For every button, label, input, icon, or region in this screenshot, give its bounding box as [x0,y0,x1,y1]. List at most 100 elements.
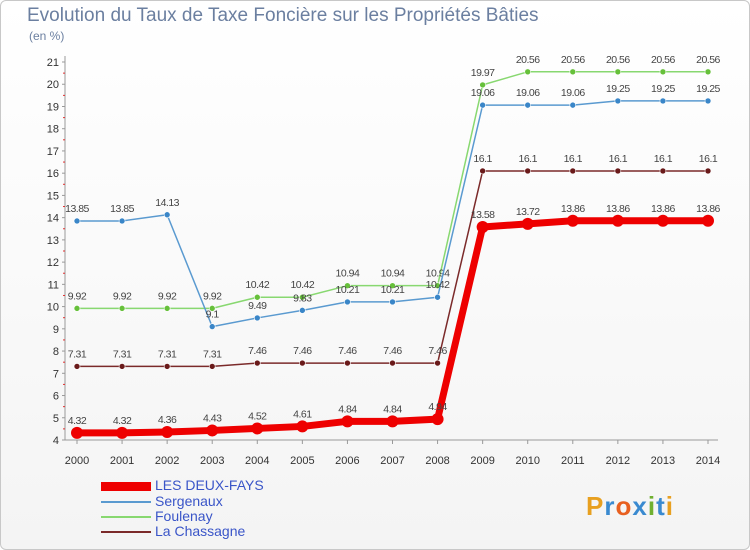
data-label-les-deux-fays: 4.84 [383,403,402,415]
y-tick-label: 10 [47,302,59,314]
data-label-la-chassagne: 16.1 [564,153,583,165]
x-tick-label: 2008 [425,455,449,467]
data-label-sergenaux: 9.83 [293,292,312,304]
data-label-les-deux-fays: 4.43 [203,412,222,424]
x-tick-label: 2013 [651,455,675,467]
chart-title: Evolution du Taux de Taxe Foncière sur l… [27,5,539,26]
data-label-foulenay: 19.97 [471,67,495,79]
y-axis-unit: (en %) [29,29,65,43]
y-tick-label: 11 [48,279,59,291]
y-tick-label: 15 [47,190,59,202]
data-label-sergenaux: 13.85 [110,203,134,215]
data-label-foulenay: 10.94 [426,268,450,280]
data-label-foulenay: 20.56 [696,54,720,66]
data-label-foulenay: 20.56 [651,54,675,66]
data-point-les-deux-fays [656,214,669,227]
data-label-sergenaux: 10.21 [336,284,360,296]
x-tick-label: 2011 [561,455,585,467]
data-point-sergenaux [73,217,81,225]
data-point-sergenaux [118,217,126,225]
data-point-sergenaux [524,101,532,109]
data-label-les-deux-fays: 4.94 [428,401,447,413]
x-tick-label: 2000 [65,455,89,467]
data-label-les-deux-fays: 13.86 [651,203,675,215]
data-point-la-chassagne [344,359,351,367]
data-point-la-chassagne [118,363,126,370]
data-label-les-deux-fays: 4.52 [248,410,267,422]
data-point-sergenaux [344,298,351,306]
data-label-la-chassagne: 16.1 [609,153,628,165]
data-label-la-chassagne: 7.46 [293,345,312,357]
y-tick-label: 7 [53,368,59,380]
y-tick-label: 18 [47,124,59,136]
y-tick-label: 19 [47,101,59,113]
data-point-les-deux-fays [476,220,489,233]
data-point-la-chassagne [253,359,261,367]
y-tick-label: 8 [53,346,59,358]
data-point-les-deux-fays [702,214,714,227]
y-tick-label: 5 [53,413,59,425]
data-point-les-deux-fays [341,415,354,428]
y-tick-label: 20 [47,79,59,91]
data-label-les-deux-fays: 4.36 [158,414,177,426]
x-tick-label: 2010 [515,455,539,467]
data-label-la-chassagne: 16.1 [654,153,673,165]
data-label-sergenaux: 19.06 [516,87,540,99]
y-tick-label: 13 [47,235,59,247]
logo-letter: P [586,491,605,521]
data-point-la-chassagne [73,363,81,370]
data-point-foulenay [524,68,532,76]
data-label-foulenay: 20.56 [606,54,630,66]
logo-letter: x [632,491,648,521]
data-label-la-chassagne: 7.31 [203,348,222,360]
data-point-sergenaux [389,298,396,306]
x-tick-label: 2002 [155,455,179,467]
legend-item-les-deux-fays: LES DEUX-FAYS [101,477,264,493]
x-tick-label: 2009 [470,455,494,467]
data-point-sergenaux [253,314,261,322]
data-label-la-chassagne: 7.46 [248,345,267,357]
data-point-les-deux-fays [566,214,579,227]
data-point-la-chassagne [614,167,622,175]
data-point-les-deux-fays [296,420,309,433]
data-point-sergenaux [659,97,667,105]
x-tick-label: 2014 [696,455,720,467]
data-label-sergenaux: 19.06 [471,87,495,99]
data-point-sergenaux [614,97,622,105]
legend-label-foulenay: Foulenay [155,508,213,524]
data-label-la-chassagne: 7.31 [158,348,177,360]
data-point-sergenaux [163,211,171,219]
data-point-foulenay [118,305,126,312]
data-label-la-chassagne: 7.31 [113,348,132,360]
y-tick-label: 9 [53,324,59,336]
data-point-foulenay [299,293,306,301]
data-label-les-deux-fays: 13.86 [561,203,585,215]
data-point-foulenay [208,305,216,312]
data-point-la-chassagne [163,363,171,370]
data-point-la-chassagne [479,167,486,175]
data-point-foulenay [479,81,486,89]
data-point-la-chassagne [524,167,532,175]
data-point-foulenay [614,68,622,76]
data-point-sergenaux [569,101,577,109]
y-tick-label: 12 [47,257,59,269]
data-label-les-deux-fays: 4.32 [113,415,132,427]
logo-letter: i [647,491,657,521]
data-label-sergenaux: 9.49 [248,300,267,312]
data-point-sergenaux [479,101,486,109]
y-tick-label: 4 [53,435,59,447]
legend-label-sergenaux: Sergenaux [155,493,223,509]
data-label-sergenaux: 19.06 [561,87,585,99]
data-point-sergenaux [704,97,712,105]
x-tick-label: 2004 [245,455,269,467]
data-label-la-chassagne: 16.1 [518,153,537,165]
legend-label-la-chassagne: La Chassagne [155,523,246,539]
data-point-la-chassagne [569,167,577,175]
data-label-les-deux-fays: 13.86 [696,203,720,215]
data-point-foulenay [389,282,396,289]
y-tick-label: 21 [47,57,59,69]
data-label-foulenay: 20.56 [516,54,540,66]
data-label-sergenaux: 10.42 [426,279,450,291]
